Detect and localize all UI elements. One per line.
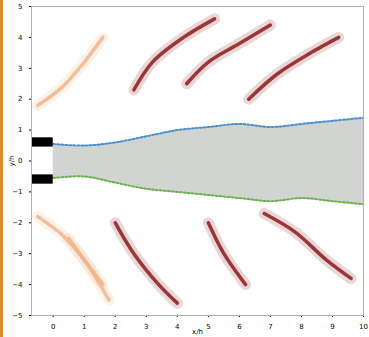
- svg-text:9: 9: [330, 323, 334, 331]
- svg-text:6: 6: [237, 323, 242, 331]
- svg-text:3: 3: [18, 65, 22, 73]
- svg-text:−2: −2: [12, 219, 22, 227]
- svg-text:0: 0: [51, 323, 55, 331]
- svg-text:3: 3: [144, 323, 148, 331]
- svg-text:4: 4: [175, 323, 180, 331]
- svg-text:x/h: x/h: [192, 328, 203, 336]
- svg-text:2: 2: [113, 323, 117, 331]
- svg-text:5: 5: [18, 3, 22, 11]
- svg-text:7: 7: [268, 323, 272, 331]
- svg-text:4: 4: [18, 34, 23, 42]
- svg-text:10: 10: [359, 323, 368, 331]
- svg-text:−4: −4: [12, 281, 23, 289]
- svg-text:−1: −1: [12, 188, 22, 196]
- svg-text:−3: −3: [12, 250, 22, 258]
- svg-text:1: 1: [18, 126, 22, 134]
- svg-text:8: 8: [299, 323, 303, 331]
- svg-text:1: 1: [82, 323, 86, 331]
- svg-text:y/h: y/h: [8, 156, 16, 167]
- svg-text:2: 2: [18, 95, 22, 103]
- svg-text:−5: −5: [12, 312, 22, 320]
- svg-text:0: 0: [18, 157, 22, 165]
- svg-text:5: 5: [206, 323, 210, 331]
